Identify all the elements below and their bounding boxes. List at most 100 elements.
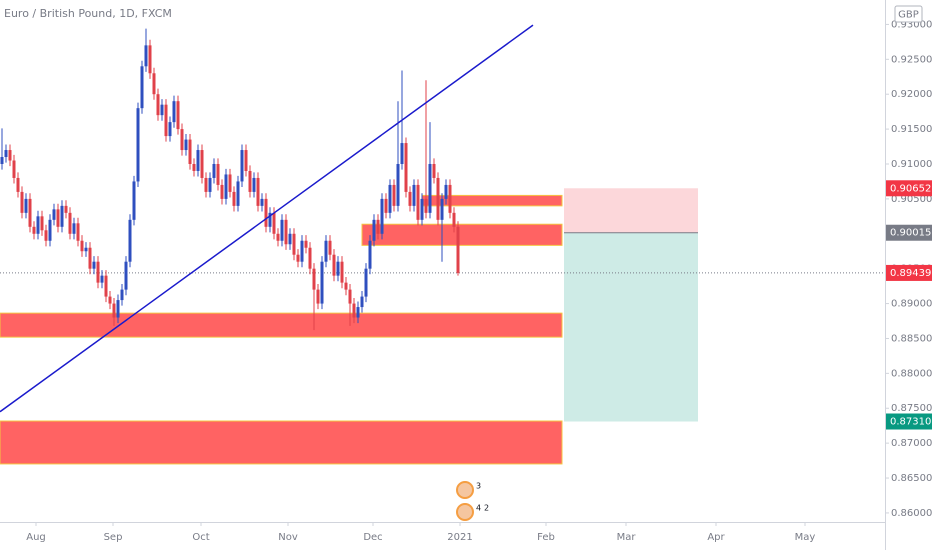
y-tick-label: 0.86500 <box>891 473 932 484</box>
x-tick-label: Apr <box>707 532 725 543</box>
candle-body <box>8 150 12 161</box>
candle-body <box>448 184 452 213</box>
candle-body <box>80 240 84 252</box>
candle-body <box>408 191 412 206</box>
candle-body <box>120 289 124 301</box>
candle-body <box>192 163 196 171</box>
candle-body <box>168 122 172 137</box>
candle-body <box>200 150 204 178</box>
candle-body <box>220 184 224 199</box>
candle-body <box>256 177 260 206</box>
candle-body <box>392 184 396 206</box>
candle-body <box>0 157 4 164</box>
candle-body <box>400 143 404 164</box>
candle-body <box>76 223 80 241</box>
candle-body <box>404 143 408 192</box>
candle-body <box>352 303 356 318</box>
candle-body <box>60 205 64 227</box>
x-tick-label: Dec <box>363 532 382 543</box>
candle-body <box>112 303 116 318</box>
candle-body <box>288 233 292 245</box>
candle-body <box>140 66 144 109</box>
x-tick-label: Aug <box>26 532 46 543</box>
candle-body <box>64 205 68 213</box>
candle-body <box>420 198 424 220</box>
candle-body <box>24 198 28 213</box>
candle-body <box>312 268 316 290</box>
y-tick-label: 0.93000 <box>891 19 932 30</box>
candle-body <box>396 163 400 206</box>
candle-body <box>236 181 240 206</box>
x-tick-label: May <box>795 532 816 543</box>
target-zone <box>564 232 698 422</box>
candle-body <box>456 226 460 273</box>
y-tick-label: 0.91500 <box>891 124 932 135</box>
candle-body <box>152 73 156 95</box>
candle-body <box>248 170 252 192</box>
candle-body <box>264 198 268 227</box>
candle-body <box>216 163 220 185</box>
candle-body <box>172 101 176 123</box>
candle-body <box>332 254 336 276</box>
candle-body <box>360 296 364 308</box>
event-count: 3 <box>476 482 481 491</box>
candle-body <box>148 45 152 74</box>
candle-body <box>116 300 120 318</box>
candle-body <box>136 108 140 182</box>
candle-body <box>128 219 132 262</box>
candle-body <box>388 184 392 213</box>
candle-body <box>344 282 348 290</box>
candle-body <box>440 198 444 220</box>
candle-body <box>276 233 280 241</box>
candle-body <box>176 101 180 130</box>
x-tick-label: Nov <box>278 532 298 543</box>
stop-zone <box>564 188 698 233</box>
candle-body <box>12 160 16 178</box>
candle-body <box>380 198 384 234</box>
price-badge-label: 0.87310 <box>890 417 931 428</box>
candle-body <box>88 247 92 269</box>
price-badge-label: 0.89439 <box>890 268 931 279</box>
candle-body <box>56 209 60 227</box>
event-count: 2 <box>484 504 489 513</box>
event-icon <box>456 503 474 521</box>
y-tick-label: 0.86000 <box>891 508 932 519</box>
candle-body <box>416 184 420 220</box>
candle-body <box>260 198 264 206</box>
candle-body <box>164 104 168 137</box>
candle-body <box>436 177 440 220</box>
x-tick-label: 2021 <box>447 532 472 543</box>
candle-body <box>108 296 112 304</box>
candle-body <box>424 198 428 213</box>
y-tick-label: 0.88000 <box>891 368 932 379</box>
y-tick-label: 0.88500 <box>891 333 932 344</box>
candle-body <box>96 261 100 283</box>
event-icon <box>456 481 474 499</box>
y-tick-label: 0.91000 <box>891 159 932 170</box>
candle-body <box>444 184 448 199</box>
candle-body <box>100 275 104 283</box>
candle-body <box>84 247 88 252</box>
candle-body <box>412 184 416 206</box>
candle-body <box>244 150 248 171</box>
currency-label: GBP <box>898 10 919 21</box>
candle-body <box>16 177 20 192</box>
candle-body <box>384 198 388 213</box>
zone <box>0 420 563 465</box>
price-badge <box>886 224 932 241</box>
candle-body <box>20 191 24 213</box>
candle-body <box>304 240 308 248</box>
candle-body <box>48 219 52 241</box>
candle-body <box>324 240 328 262</box>
candle-body <box>32 226 36 234</box>
candle-body <box>296 254 300 262</box>
candle-body <box>432 163 436 178</box>
candle-body <box>224 174 228 199</box>
candle-body <box>28 198 32 227</box>
currency-badge <box>894 5 923 23</box>
price-badge <box>886 264 932 281</box>
candle-body <box>68 212 72 234</box>
candle-body <box>212 163 216 178</box>
